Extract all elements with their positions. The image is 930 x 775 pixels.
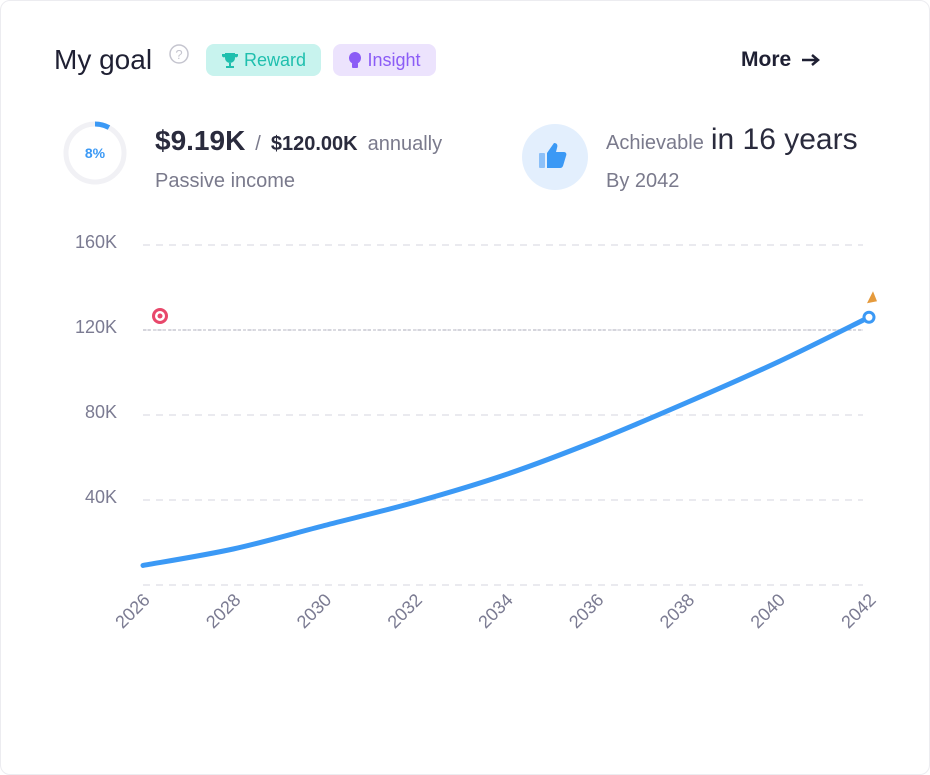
forecast-prefix: Achievable — [606, 132, 704, 154]
y-tick-label: 160K — [75, 232, 117, 252]
forecast-caption: By 2042 — [606, 170, 680, 192]
separator: / — [255, 133, 261, 155]
svg-text:?: ? — [175, 47, 182, 62]
y-tick-label: 120K — [75, 317, 117, 337]
bulb-icon — [349, 52, 362, 68]
income-caption: Passive income — [155, 170, 296, 192]
x-tick-label: 2040 — [747, 590, 789, 632]
x-tick-label: 2042 — [837, 590, 879, 632]
insight-badge[interactable]: Insight — [333, 44, 436, 76]
badge-label: Reward — [243, 49, 307, 70]
current-income: $9.19K — [155, 125, 246, 156]
x-tick-label: 2030 — [293, 590, 335, 632]
income-row: $9.19K / $120.00K annually — [155, 125, 442, 157]
trophy-icon — [221, 53, 238, 68]
title: My goal — [54, 44, 153, 75]
period: annually — [367, 133, 443, 155]
y-tick-label: 80K — [85, 402, 117, 422]
more-link[interactable]: More — [741, 48, 821, 72]
thumb-icon — [522, 124, 588, 190]
badge-label: Insight — [367, 49, 421, 70]
x-tick-label: 2026 — [111, 590, 153, 632]
end-point — [862, 310, 876, 324]
x-tick-label: 2034 — [474, 590, 516, 632]
target-ring — [157, 313, 163, 319]
reward-badge[interactable]: Reward — [206, 44, 321, 76]
progress-arc — [63, 121, 127, 185]
line-series — [140, 314, 872, 568]
x-tick-label: 2032 — [384, 590, 426, 632]
arrow-icon — [802, 54, 821, 66]
x-tick-label: 2036 — [565, 590, 607, 632]
goal-income: $120.00K — [270, 133, 358, 155]
more-label: More — [741, 48, 792, 71]
x-tick-label: 2038 — [656, 590, 698, 632]
forecast-row: Achievable in 16 years — [606, 123, 858, 157]
party-cone — [867, 291, 877, 304]
progress-ring: 8% — [63, 121, 127, 185]
target-icon — [152, 308, 168, 324]
celebration-icon — [867, 291, 877, 304]
y-tick-label: 40K — [85, 487, 117, 507]
x-tick-label: 2028 — [202, 590, 244, 632]
progress-label: 8% — [85, 145, 106, 161]
help-icon[interactable]: ? — [168, 43, 190, 65]
forecast-duration: in 16 years — [710, 123, 858, 156]
